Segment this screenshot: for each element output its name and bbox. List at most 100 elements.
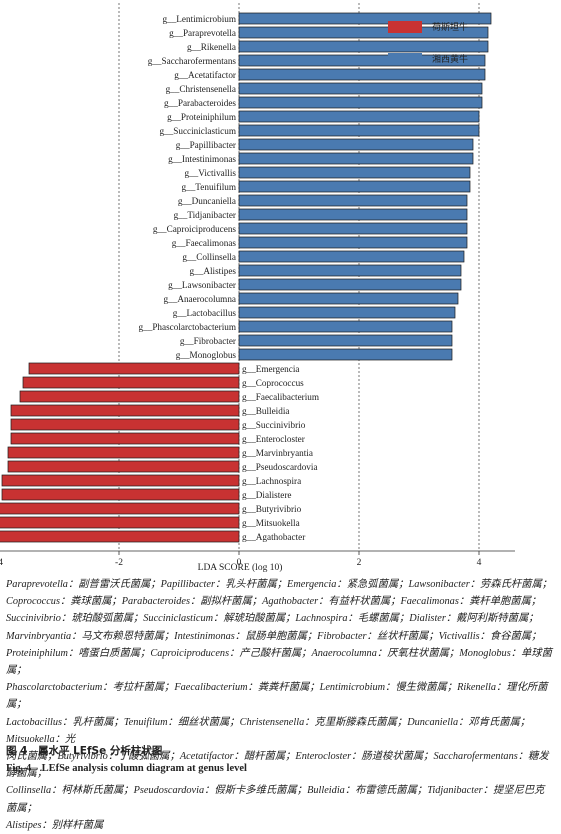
caption-line: Collinsella：柯林斯氏菌属；Pseudoscardovia：假斯卡多维…	[6, 785, 545, 814]
x-tick-label: 4	[477, 558, 482, 568]
x-axis-label: LDA SCORE (log 10)	[197, 563, 283, 573]
bar	[238, 54, 486, 67]
bar	[238, 96, 483, 109]
bar-label: g__Tidjanibacter	[174, 210, 236, 220]
bar	[238, 348, 453, 361]
bar-label: g__Collinsella	[182, 252, 236, 262]
bar-label: g__Intestinimonas	[168, 154, 236, 164]
bar	[238, 236, 468, 249]
bar	[238, 208, 468, 221]
bar-label: g__Saccharofermentans	[148, 56, 237, 66]
bar	[1, 488, 240, 501]
caption-line: Coprococcus：粪球菌属；Parabacteroides：副拟杆菌属；A…	[6, 596, 542, 608]
bar-label: g__Rikenella	[187, 42, 236, 52]
bar-label: g__Agathobacter	[242, 532, 305, 542]
bar-label: g__Enterocloster	[242, 434, 305, 444]
x-tick-label: -4	[0, 558, 3, 568]
bar	[238, 222, 468, 235]
bar	[238, 194, 468, 207]
bar-label: g__Marvinbryantia	[242, 448, 313, 458]
bar	[238, 292, 459, 305]
caption-line: Succinivibrio：琥珀酸弧菌属；Succiniclasticum：解琥…	[6, 613, 539, 625]
bar	[0, 530, 240, 543]
bar-label: g__Faecalibacterium	[242, 392, 319, 402]
bar-label: g__Mitsuokella	[242, 518, 300, 528]
bar-label: g__Lawsonibacter	[168, 280, 236, 290]
bar-label: g__Fibrobacter	[180, 336, 236, 346]
caption-line: Alistipes：别样杆菌属	[6, 819, 104, 831]
bar	[238, 320, 453, 333]
x-tick-label: 0	[237, 558, 242, 568]
bar-label: g__Alistipes	[190, 266, 237, 276]
bar	[10, 432, 240, 445]
caption-line: 岗氏菌属；Butyrivibrio：丁酸弧菌属；Acetatifactor：醋杆…	[6, 751, 549, 780]
legend-item-holstein: 荷斯坦牛	[388, 20, 468, 33]
figure-title-en: Fig. 4 LEfSe analysis column diagram at …	[6, 763, 247, 774]
bar-label: g__Coprococcus	[242, 378, 304, 388]
bar-label: g__Caproiciproducens	[153, 224, 237, 234]
bar-label: g__Monoglobus	[176, 350, 237, 360]
bar	[238, 250, 465, 263]
bar-label: g__Emergencia	[242, 364, 300, 374]
bar	[238, 152, 474, 165]
bar-label: g__Papillibacter	[176, 140, 236, 150]
legend-label-holstein: 荷斯坦牛	[432, 23, 469, 33]
bar	[28, 362, 240, 375]
bar	[238, 82, 483, 95]
caption-line: Phascolarctobacterium：考拉杆菌属；Faecalibacte…	[6, 682, 548, 711]
legend-swatch-xiangxi	[388, 52, 422, 65]
bar	[238, 40, 489, 53]
caption-line: Marvinbryantia：马文布赖恩特菌属；Intestinimonas：鼠…	[6, 630, 542, 642]
bar-label: g__Anaerocolumna	[164, 294, 236, 304]
bar	[238, 306, 456, 319]
legend-item-xiangxi: 湘西黄牛	[388, 52, 468, 65]
bar-label: g__Succiniclasticum	[159, 126, 236, 136]
legend-swatch-holstein	[388, 20, 422, 33]
bar	[7, 460, 240, 473]
bar	[22, 376, 240, 389]
bar	[238, 334, 453, 347]
bar-label: g__Duncaniella	[178, 196, 236, 206]
caption-line: Paraprevotella：副普雷沃氏菌属；Papillibacter：乳头杆…	[6, 579, 553, 590]
bar-label: g__Phascolarctobacterium	[139, 322, 236, 332]
bar	[10, 418, 240, 431]
bar-label: g__Christensenella	[166, 84, 236, 94]
x-tick-label: 2	[357, 558, 362, 568]
bar-label: g__Paraprevotella	[169, 28, 236, 38]
bar-label: g__Acetatifactor	[174, 70, 236, 80]
bar	[7, 446, 240, 459]
bar-label: g__Lentimicrobium	[163, 14, 237, 24]
bar	[238, 278, 462, 291]
bar-label: g__Butyrivibrio	[242, 504, 302, 514]
bar	[238, 166, 471, 179]
figure-title-cn: 图 4 属水平 LEfSe 分析柱状图	[6, 745, 163, 757]
bar	[0, 516, 240, 529]
bar	[10, 404, 240, 417]
caption-line: Lactobacillus：乳杆菌属；Tenuifilum：细丝状菌属；Chri…	[6, 716, 531, 745]
caption-line: Proteiniphilum：嗜蛋白质菌属；Caproiciproducens：…	[6, 647, 552, 677]
bar	[238, 180, 471, 193]
bar-label: g__Victivallis	[184, 168, 236, 178]
bar-label: g__Lachnospira	[242, 476, 301, 486]
lefse-bar-chart: g__Lentimicrobium g__Paraprevotella g__Rik…	[0, 3, 515, 568]
bar	[238, 12, 492, 25]
bar	[238, 26, 489, 39]
bar	[19, 390, 240, 403]
bar	[238, 124, 480, 137]
bar-label: g__Succinivibrio	[242, 420, 306, 430]
bar-label: g__Parabacteroides	[164, 98, 236, 108]
bar-label: g__Tenuifilum	[182, 182, 236, 192]
bar	[238, 264, 462, 277]
caption-abbreviations: Paraprevotella：副普雷沃氏菌属；Papillibacter：乳头杆…	[6, 576, 554, 834]
bar-label: g__Pseudoscardovia	[242, 462, 318, 472]
bar	[1, 474, 240, 487]
bar	[238, 138, 474, 151]
bar-label: g__Faecalimonas	[172, 238, 237, 248]
bar-label: g__Bulleidia	[242, 406, 289, 416]
x-tick-label: -2	[115, 558, 123, 568]
bar-label: g__Dialistere	[242, 490, 292, 500]
bar-label: g__Proteiniphilum	[167, 112, 236, 122]
legend-label-xiangxi: 湘西黄牛	[432, 55, 469, 65]
bar	[0, 502, 240, 515]
bar-label: g__Lactobacillus	[173, 308, 237, 318]
